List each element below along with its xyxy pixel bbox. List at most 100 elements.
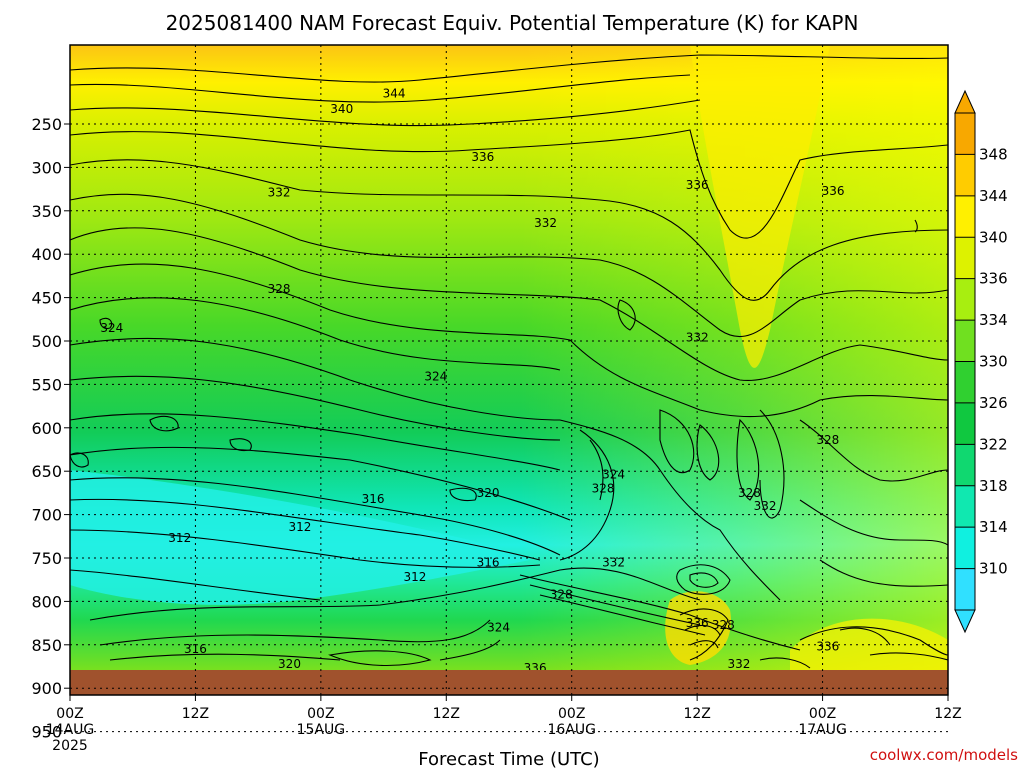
- y-tick-label: 1000: [21, 766, 62, 768]
- contour-label: 328: [738, 486, 761, 500]
- contour-label: 340: [330, 102, 353, 116]
- y-tick-label: 400: [31, 245, 62, 264]
- y-tick-label: 350: [31, 202, 62, 221]
- contour-label: 312: [168, 531, 191, 545]
- contour-label: 328: [712, 618, 735, 632]
- boundary-layer-warm-pocket: [665, 591, 731, 665]
- y-tick-label: 900: [31, 679, 62, 698]
- colorbar-segment: [955, 527, 975, 570]
- contour-label: 328: [816, 433, 839, 447]
- contour-label: 324: [424, 370, 447, 384]
- x-tick-label: 15AUG: [297, 722, 346, 738]
- contour-label: 336: [686, 616, 709, 630]
- x-tick-label: 00Z: [809, 706, 836, 722]
- y-axis: 250 300 350 400 450 500 550 600 650 700 750 800 850 9…: [21, 115, 70, 768]
- y-tick-label: 800: [31, 592, 62, 611]
- colorbar-upper-arrow: [954, 89, 976, 114]
- y-tick-label: 950: [31, 723, 62, 742]
- colorbar-label: 330: [979, 353, 1008, 371]
- colorbar-segment: [955, 278, 975, 321]
- x-tick-label: 16AUG: [547, 722, 596, 738]
- colorbar-label: 340: [979, 228, 1008, 246]
- x-tick-label: 12Z: [182, 706, 209, 722]
- colorbar-label: 344: [979, 187, 1008, 205]
- y-tick-label: 500: [31, 332, 62, 351]
- y-tick-label: 550: [31, 375, 62, 394]
- colorbar-segment: [955, 154, 975, 197]
- ground-below-surface: [70, 670, 948, 695]
- contour-label: 332: [268, 186, 291, 200]
- contour-label: 336: [524, 661, 547, 675]
- contour-label: 320: [477, 486, 500, 500]
- y-tick-label: 650: [31, 462, 62, 481]
- y-tick-label: 450: [31, 289, 62, 308]
- y-tick-label: 850: [31, 636, 62, 655]
- colorbar-segment: [955, 485, 975, 528]
- contour-label: 332: [534, 216, 557, 230]
- contour-label: 312: [403, 570, 426, 584]
- x-axis-title: Forecast Time (UTC): [418, 749, 599, 768]
- colorbar-label: 326: [979, 394, 1008, 412]
- x-tick-label: 12Z: [934, 706, 961, 722]
- colorbar-lower-arrow: [954, 609, 976, 634]
- contour-label: 344: [383, 87, 406, 101]
- x-tick-label: 00Z: [56, 706, 83, 722]
- contour-label: 332: [754, 499, 777, 513]
- credit-text: coolwx.com/models: [870, 746, 1018, 764]
- y-tick-label: 700: [31, 506, 62, 525]
- colorbar: 310 314 318 322 326 330 334 336 340 344 348: [954, 89, 1008, 634]
- colorbar-label: 318: [979, 477, 1008, 495]
- contour-label: 328: [268, 282, 291, 296]
- colorbar-segment: [955, 402, 975, 445]
- colorbar-label: 348: [979, 145, 1008, 163]
- y-tick-label: 600: [31, 419, 62, 438]
- contour-label: 324: [487, 620, 510, 634]
- colorbar-label: 314: [979, 518, 1008, 536]
- colorbar-label: 322: [979, 435, 1008, 453]
- x-tick-label: 12Z: [683, 706, 710, 722]
- contour-label: 316: [184, 642, 207, 656]
- upper-warm-tongue: [690, 45, 830, 368]
- contour-label: 328: [550, 587, 573, 601]
- contour-label: 336: [471, 150, 494, 164]
- contour-label: 336: [727, 738, 750, 752]
- contour-label: 332: [727, 657, 750, 671]
- y-tick-label: 750: [31, 549, 62, 568]
- contour-label: 336: [816, 640, 839, 654]
- contour-label: 316: [362, 492, 385, 506]
- x-tick-label: 14AUG: [46, 722, 95, 738]
- contour-label: 336: [822, 184, 845, 198]
- x-tick-label: 00Z: [558, 706, 585, 722]
- contour-label: 316: [477, 555, 500, 569]
- colorbar-segment: [955, 237, 975, 280]
- x-tick-label: 00Z: [307, 706, 334, 722]
- x-tick-label: 12Z: [433, 706, 460, 722]
- colorbar-label: 336: [979, 270, 1008, 288]
- colorbar-label: 310: [979, 560, 1008, 578]
- x-tick-label: 17AUG: [798, 722, 847, 738]
- contour-label: 320: [278, 657, 301, 671]
- colorbar-label: 334: [979, 311, 1008, 329]
- plot-frame: [69, 44, 949, 696]
- contour-label: 328: [592, 482, 615, 496]
- x-tick-label: 2025: [52, 738, 88, 754]
- contour-label: 332: [686, 331, 709, 345]
- colorbar-segment: [955, 113, 975, 155]
- y-tick-label: 250: [31, 115, 62, 134]
- colorbar-segment: [955, 195, 975, 238]
- chart-title: 2025081400 NAM Forecast Equiv. Potential…: [166, 11, 859, 35]
- grid-lines: [70, 45, 948, 733]
- contour-label: 324: [121, 732, 144, 746]
- contour-label: 312: [288, 520, 311, 534]
- colorbar-segment: [955, 444, 975, 487]
- colorbar-segment: [955, 568, 975, 611]
- colorbar-segment: [955, 320, 975, 362]
- contour-label: 332: [602, 555, 625, 569]
- y-tick-label: 300: [31, 158, 62, 177]
- colorbar-segment: [955, 361, 975, 404]
- contour-label: 324: [100, 321, 123, 335]
